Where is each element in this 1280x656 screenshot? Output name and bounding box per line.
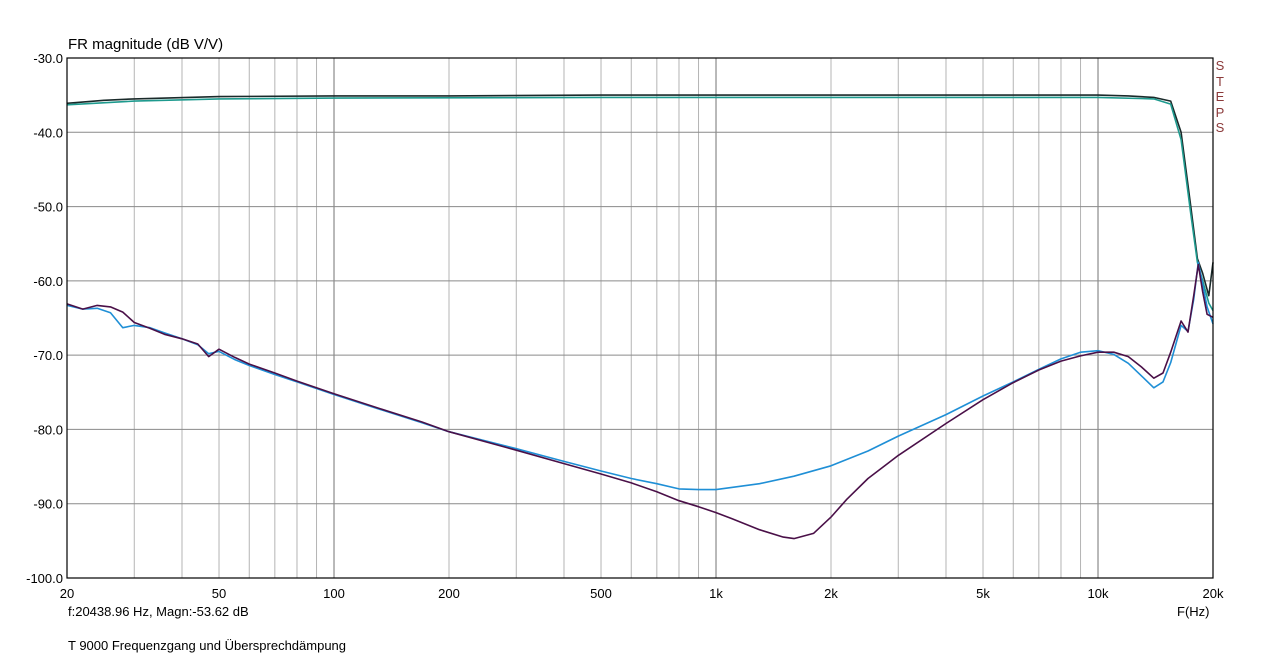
y-tick-label: -90.0 [33,497,63,512]
x-axis-tick-labels: 20 50 100 200 500 1k 2k 5k 10k 20k [60,586,1224,601]
series-line-1 [66,94,1214,297]
x-tick-label: 50 [212,586,226,601]
x-tick-label: 20 [60,586,74,601]
plot-frame [66,57,1214,579]
x-tick-label: 10k [1088,586,1109,601]
plot-series [66,94,1214,540]
side-letter: P [1215,104,1225,120]
x-tick-label: 2k [824,586,838,601]
x-tick-label: 5k [976,586,990,601]
series-line-4 [66,263,1214,540]
side-letter: E [1215,89,1225,104]
y-tick-label: -30.0 [33,51,63,66]
side-letter: T [1216,73,1224,89]
x-tick-label: 500 [590,586,612,601]
x-tick-label: 20k [1203,586,1224,601]
y-axis-tick-labels: -30.0 -40.0 -50.0 -60.0 -70.0 -80.0 -90.0 -100.… [26,51,63,586]
x-tick-label: 1k [709,586,723,601]
y-tick-label: -60.0 [33,274,63,289]
side-letter: S [1215,58,1225,73]
cursor-readout: f:20438.96 Hz, Magn:-53.62 dB [68,604,249,619]
y-tick-label: -50.0 [33,200,63,215]
x-axis-label: F(Hz) [1177,604,1210,619]
y-tick-label: -80.0 [33,422,63,437]
series-line-3 [66,261,1214,491]
plot-grid [67,58,1213,578]
steps-side-label: S T E P S [1213,58,1227,136]
chart-caption: T 9000 Frequenzgang und Übersprechdämpun… [68,638,347,653]
y-tick-label: -40.0 [33,125,63,140]
y-tick-label: -100.0 [26,571,63,586]
side-letter: S [1215,120,1225,135]
chart-title: FR magnitude (dB V/V) [68,36,224,53]
y-tick-label: -70.0 [33,348,63,363]
series-line-2 [66,96,1214,311]
x-tick-label: 100 [323,586,345,601]
x-tick-label: 200 [438,586,460,601]
